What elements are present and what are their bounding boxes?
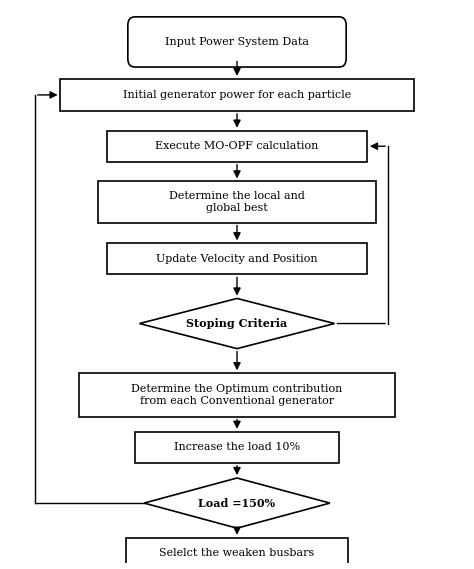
Text: Execute MO-OPF calculation: Execute MO-OPF calculation — [155, 141, 319, 151]
FancyBboxPatch shape — [107, 131, 367, 162]
Text: Determine the Optimum contribution
from each Conventional generator: Determine the Optimum contribution from … — [131, 384, 343, 406]
Text: Initial generator power for each particle: Initial generator power for each particl… — [123, 90, 351, 100]
Text: Determine the local and
global best: Determine the local and global best — [169, 191, 305, 213]
FancyBboxPatch shape — [98, 182, 376, 222]
Polygon shape — [139, 299, 335, 349]
FancyBboxPatch shape — [135, 432, 339, 463]
FancyBboxPatch shape — [79, 373, 395, 417]
Text: Increase the load 10%: Increase the load 10% — [174, 442, 300, 452]
FancyBboxPatch shape — [107, 243, 367, 274]
Text: Input Power System Data: Input Power System Data — [165, 37, 309, 47]
Text: Update Velocity and Position: Update Velocity and Position — [156, 254, 318, 264]
FancyBboxPatch shape — [61, 79, 413, 111]
Text: Load =150%: Load =150% — [199, 497, 275, 509]
Text: Selelct the weaken busbars: Selelct the weaken busbars — [159, 549, 315, 558]
FancyBboxPatch shape — [126, 538, 348, 569]
FancyBboxPatch shape — [128, 17, 346, 67]
Text: Stoping Criteria: Stoping Criteria — [186, 318, 288, 329]
Polygon shape — [144, 478, 330, 528]
